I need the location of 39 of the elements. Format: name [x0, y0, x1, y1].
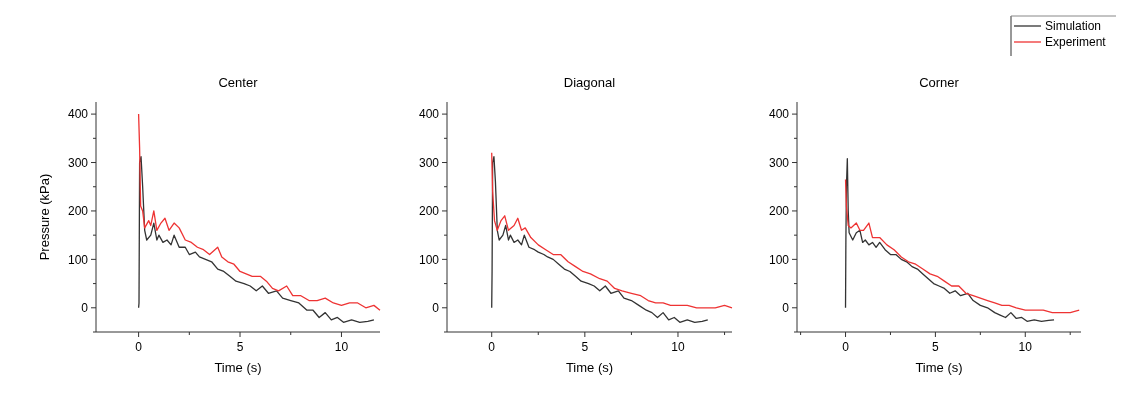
- x-tick-label: 10: [334, 340, 349, 354]
- y-tick-label: 200: [768, 204, 790, 219]
- x-tick-label: 5: [581, 340, 589, 354]
- y-tick-label: 300: [768, 155, 790, 170]
- x-axis-title: Time (s): [214, 360, 262, 375]
- line-series: [491, 152, 733, 309]
- y-tick-label: 100: [67, 252, 89, 267]
- x-tick-label: 0: [135, 340, 143, 354]
- x-tick-label: 10: [671, 340, 685, 354]
- y-tick-label: 400: [418, 107, 440, 122]
- y-axis-title: Pressure (kPa): [37, 173, 52, 261]
- line-series: [844, 178, 1080, 314]
- line-series: [137, 156, 375, 323]
- x-tick-label: 0: [488, 340, 496, 354]
- legend-label: Simulation: [1045, 19, 1102, 34]
- y-tick-label: 400: [67, 107, 89, 122]
- x-tick-label: 5: [932, 340, 940, 354]
- y-tick-label: 0: [782, 300, 790, 315]
- y-tick-label: 200: [418, 204, 440, 219]
- y-tick-label: 0: [81, 300, 89, 315]
- y-tick-label: 300: [67, 155, 89, 170]
- chart-title: Center: [218, 75, 259, 90]
- line-series: [844, 158, 1055, 322]
- line-series: [137, 113, 381, 311]
- x-tick-label: 10: [1018, 340, 1033, 354]
- chart-title: Corner: [919, 75, 960, 90]
- line-series: [491, 156, 709, 323]
- y-tick-label: 200: [67, 204, 89, 219]
- x-axis-title: Time (s): [565, 360, 614, 375]
- y-tick-label: 100: [418, 252, 440, 267]
- x-tick-label: 5: [236, 340, 244, 354]
- y-tick-label: 400: [768, 107, 790, 122]
- y-tick-label: 100: [768, 252, 790, 267]
- y-tick-label: 300: [418, 155, 440, 170]
- y-tick-label: 0: [432, 300, 440, 315]
- chart-title: Diagonal: [563, 75, 616, 90]
- x-tick-label: 0: [842, 340, 850, 354]
- legend-label: Experiment: [1045, 35, 1107, 50]
- x-axis-title: Time (s): [915, 360, 963, 375]
